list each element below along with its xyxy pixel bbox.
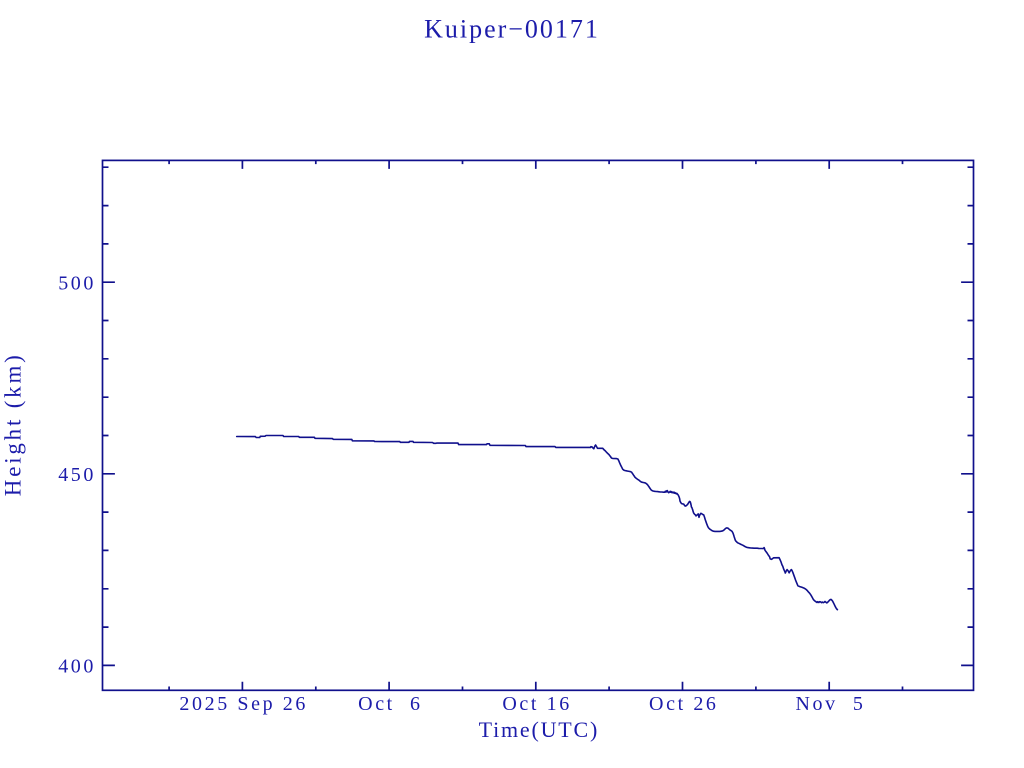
svg-text:2025 Sep 26: 2025 Sep 26 [179, 693, 308, 715]
svg-text:Nov 5: Nov 5 [795, 693, 865, 715]
svg-text:400: 400 [58, 656, 96, 678]
svg-text:450: 450 [58, 464, 96, 486]
svg-text:500: 500 [58, 272, 96, 294]
svg-text:Time(UTC): Time(UTC) [479, 717, 600, 742]
svg-text:Oct 6: Oct 6 [358, 693, 422, 715]
svg-text:Oct 26: Oct 26 [649, 693, 718, 715]
svg-text:Kuiper−00171: Kuiper−00171 [424, 15, 600, 44]
svg-text:Oct 16: Oct 16 [502, 693, 571, 715]
svg-text:Height (km): Height (km) [1, 352, 26, 496]
